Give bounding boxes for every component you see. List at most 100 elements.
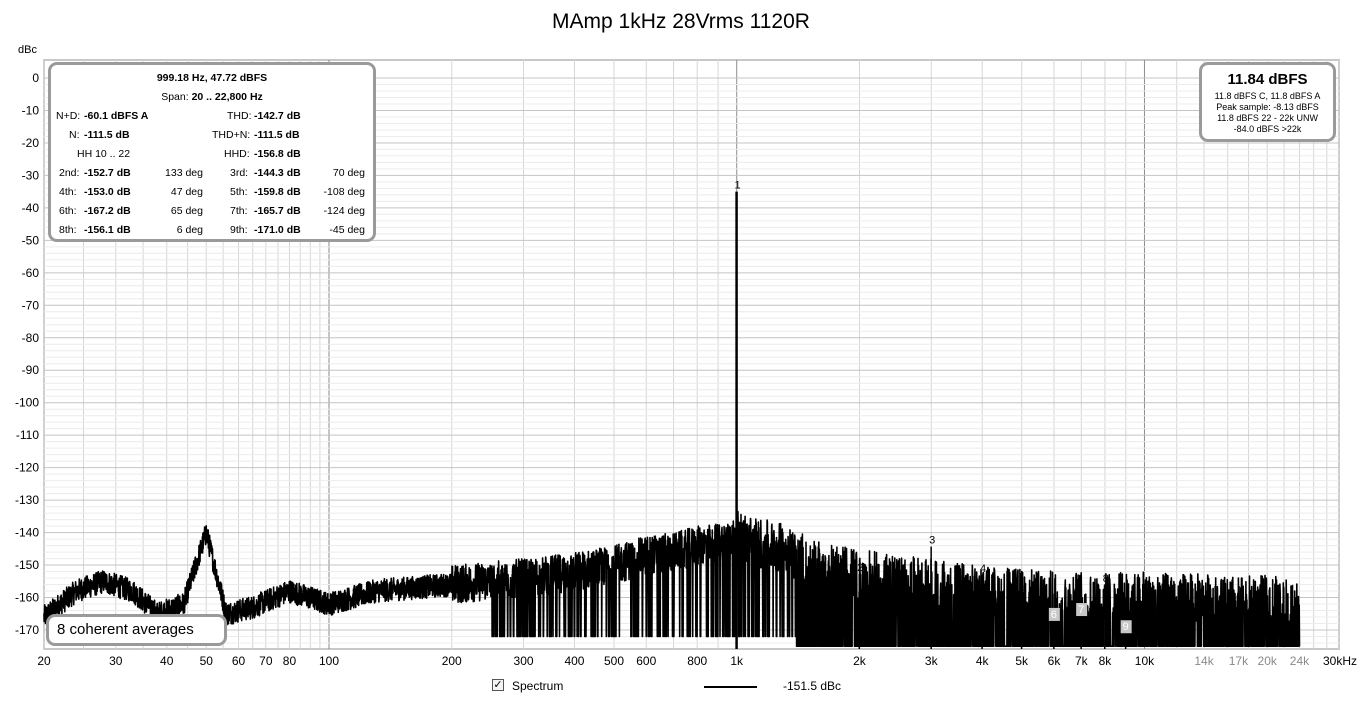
- peak-label-8: 8: [1103, 573, 1109, 585]
- peak-label-1: 1: [735, 180, 741, 192]
- y-tick-label: -130: [15, 493, 39, 507]
- y-tick-label: -110: [16, 428, 39, 442]
- x-tick-label: 1k: [730, 654, 744, 668]
- spectrum-checkbox[interactable]: ✓: [492, 679, 504, 691]
- thdn-label: THD+N:: [212, 129, 251, 141]
- thd-label: THD:: [227, 110, 252, 122]
- y-tick-label: -50: [22, 233, 40, 247]
- x-axis: 20 30 40 50 60 70 80 100 200 300 400 500 600 800 1k 2k 3…: [37, 654, 1357, 668]
- x-tick-label: 30: [109, 654, 123, 668]
- peak-label-4: 4: [980, 563, 986, 575]
- y-tick-label: -100: [15, 396, 39, 410]
- y-tick-label: 0: [32, 71, 39, 85]
- noise-label: N:: [69, 129, 80, 141]
- x-tick-label: 6k: [1048, 654, 1062, 668]
- averages-box: 8 coherent averages: [46, 614, 227, 646]
- x-tick-label: 3k: [925, 654, 939, 668]
- harmonic-label: 5th:: [230, 186, 248, 198]
- y-tick-label: -140: [15, 526, 39, 540]
- x-tick-label: 300: [514, 654, 534, 668]
- chart-title: MAmp 1kHz 28Vrms 1120R: [552, 10, 810, 33]
- peak-label-3: 3: [929, 535, 935, 547]
- harmonic-label: 8th:: [59, 224, 77, 236]
- y-tick-label: -60: [22, 266, 40, 280]
- harmonic-label: 4th:: [59, 186, 77, 198]
- x-tick-label: 10k: [1135, 654, 1155, 668]
- harmonic-value: -167.2 dB: [84, 205, 131, 217]
- x-tick-label: 2k: [853, 654, 867, 668]
- y-tick-label: -70: [22, 298, 40, 312]
- harmonic-value: -165.7 dB: [254, 205, 301, 217]
- x-tick-label: 20: [37, 654, 51, 668]
- fundamental-readout: 999.18 Hz, 47.72 dBFS: [156, 72, 268, 84]
- level-main: 11.84 dBFS: [1227, 71, 1308, 88]
- harmonic-value: -144.3 dB: [254, 167, 301, 179]
- harmonic-phase: 133 deg: [165, 167, 203, 179]
- harmonic-label: 2nd:: [59, 167, 80, 179]
- harmonic-label: 7th:: [230, 205, 248, 217]
- hh-range-label: HH 10 .. 22: [77, 148, 131, 160]
- y-tick-label: -80: [22, 331, 40, 345]
- harmonic-label: 9th:: [230, 224, 248, 236]
- x-tick-label: 70: [259, 654, 273, 668]
- span-label: Span:: [161, 91, 192, 103]
- harmonic-value: -156.1 dB: [84, 224, 131, 236]
- level-line-3: 11.8 dBFS 22 - 22k UNW: [1217, 113, 1318, 123]
- y-tick-label: -150: [15, 558, 39, 572]
- span-value: 20 .. 22,800 Hz: [191, 91, 263, 103]
- x-tick-label: 4k: [976, 654, 990, 668]
- level-readout-box: 11.84 dBFS 11.8 dBFS C, 11.8 dBFS A Peak…: [1199, 62, 1336, 142]
- x-tick-label: 800: [687, 654, 707, 668]
- hhd-label: HHD:: [224, 148, 250, 160]
- peak-label-bg-7: [1076, 603, 1088, 617]
- x-tick-label: 40: [160, 654, 174, 668]
- harmonic-phase: 6 deg: [176, 224, 203, 236]
- x-tick-label: 100: [319, 654, 339, 668]
- harmonic-phase: 65 deg: [170, 205, 203, 217]
- x-tick-label: 60: [232, 654, 246, 668]
- hhd-value: -156.8 dB: [254, 148, 301, 160]
- peak-label-bg-6: [1048, 607, 1060, 621]
- x-tick-label: 80: [283, 654, 297, 668]
- harmonic-phase: 70 deg: [332, 167, 365, 179]
- x-tick-label: 500: [604, 654, 624, 668]
- x-tick-label: 14k: [1194, 654, 1214, 668]
- spectrum-trace: [43, 510, 1301, 647]
- harmonic-value: -171.0 dB: [254, 224, 301, 236]
- thdn-value: -111.5 dB: [254, 129, 300, 141]
- x-tick-label: 7k: [1075, 654, 1089, 668]
- y-tick-label: -40: [22, 201, 40, 215]
- spectrum-line: [43, 510, 1301, 647]
- harmonic-phase: -108 deg: [323, 186, 365, 198]
- x-tick-label: 400: [564, 654, 584, 668]
- peak-label-2: 2: [857, 562, 863, 574]
- harmonic-phase: -45 deg: [329, 224, 365, 236]
- harmonic-phase: 47 deg: [170, 186, 203, 198]
- harmonic-peak-labels: 1 2 3 4 5 6 7 8 9: [735, 180, 1132, 649]
- harmonic-phase: -124 deg: [323, 205, 365, 217]
- y-tick-label: -90: [22, 363, 40, 377]
- x-tick-label: 30kHz: [1323, 654, 1357, 668]
- peak-label-5: 5: [1020, 585, 1026, 597]
- spectrum-line-swatch: [704, 686, 757, 688]
- y-axis-label: dBc: [18, 44, 37, 56]
- x-tick-label: 50: [200, 654, 214, 668]
- distortion-results-box: 999.18 Hz, 47.72 dBFS Span: 20 .. 22,800…: [48, 62, 376, 242]
- harmonic-value: -159.8 dB: [254, 186, 301, 198]
- noise-value: -111.5 dB: [84, 129, 130, 141]
- x-tick-label: 17k: [1229, 654, 1249, 668]
- level-line-4: -84.0 dBFS >22k: [1233, 124, 1302, 134]
- peak-label-9: 9: [1123, 621, 1129, 633]
- x-tick-label: 20k: [1258, 654, 1278, 668]
- harmonic-label: 6th:: [59, 205, 77, 217]
- y-tick-label: -120: [15, 461, 39, 475]
- peak-label-bg-9: [1120, 620, 1132, 634]
- spectrum-checkbox-label[interactable]: Spectrum: [512, 679, 564, 693]
- nd-label: N+D:: [56, 110, 81, 122]
- level-line-1: 11.8 dBFS C, 11.8 dBFS A: [1214, 91, 1321, 101]
- y-tick-label: -20: [22, 136, 40, 150]
- harmonic-label: 3rd:: [230, 167, 249, 179]
- x-tick-label: 24k: [1290, 654, 1310, 668]
- thd-value: -142.7 dB: [254, 110, 301, 122]
